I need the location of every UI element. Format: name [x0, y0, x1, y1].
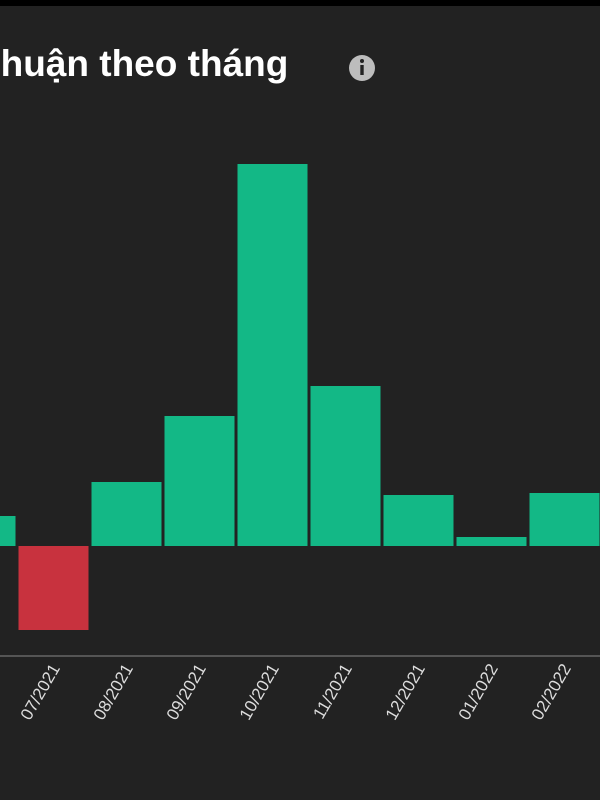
- info-icon-dot: [360, 59, 364, 63]
- top-strip: [0, 0, 600, 6]
- bar: [310, 386, 381, 546]
- bar: [237, 164, 308, 546]
- bar: [164, 416, 235, 546]
- info-icon-stem: [360, 65, 364, 75]
- bar: [0, 516, 16, 546]
- bar: [529, 493, 600, 546]
- bar: [456, 537, 527, 546]
- bar: [383, 495, 454, 546]
- chart-title: nhuận theo tháng: [0, 43, 288, 84]
- info-icon[interactable]: [349, 55, 375, 81]
- bar: [91, 482, 162, 546]
- bar: [18, 546, 89, 630]
